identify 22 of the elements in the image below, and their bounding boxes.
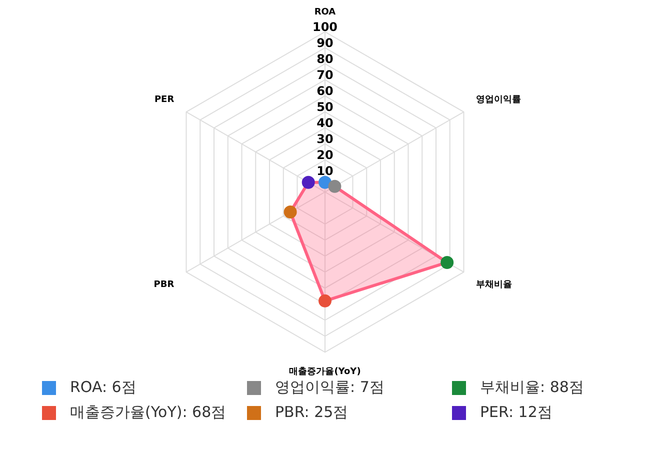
spoke-label: 매출증가율(YoY) (289, 366, 361, 377)
y-tick-label: 60 (316, 84, 334, 98)
text: PER: 12점 (480, 403, 552, 422)
y-tick-label: 10 (316, 164, 334, 178)
text: PBR: 25점 (275, 403, 348, 422)
text: 부채비율: 88점 (480, 378, 584, 397)
text: 영업이익률: 7점 (275, 378, 384, 397)
y-tick-label: 80 (316, 52, 334, 66)
spoke-label: PER (154, 94, 174, 105)
spoke-label: PBR (154, 280, 174, 290)
spoke-label: 부채비율 (476, 280, 512, 290)
y-tick-label: 100 (312, 20, 338, 34)
y-tick-label: 40 (316, 116, 334, 130)
text: 매출증가율(YoY): 68점 (70, 403, 226, 422)
spoke-label: ROA (314, 8, 336, 18)
text: ROA: 6점 (70, 378, 136, 397)
y-tick-label: 70 (316, 68, 334, 82)
spoke-label: 영업이익률 (476, 94, 521, 105)
y-tick-label: 50 (316, 100, 334, 114)
y-tick-label: 90 (316, 36, 334, 50)
y-tick-label: 30 (316, 132, 334, 146)
y-tick-label: 20 (316, 148, 334, 162)
